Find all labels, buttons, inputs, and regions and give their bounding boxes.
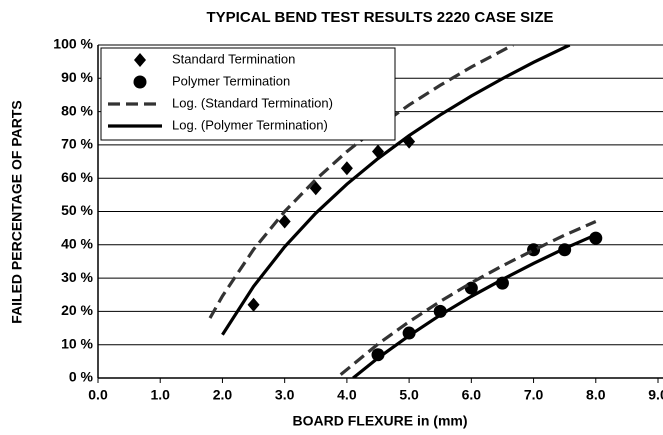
chart-title: TYPICAL BEND TEST RESULTS 2220 CASE SIZE [206, 9, 553, 26]
trend-line [208, 45, 597, 376]
y-tick-label: 80 % [61, 102, 93, 118]
y-tick-label: 50 % [61, 202, 93, 218]
x-axis-label: BOARD FLEXURE in (mm) [293, 413, 468, 429]
x-tick-label: 0.0 [88, 387, 108, 403]
circle-point [527, 243, 541, 257]
y-tick-label: 100 % [53, 36, 93, 52]
x-tick-label: 9.0 [648, 387, 663, 403]
diamond-point [340, 161, 353, 176]
y-axis-label: FAILED PERCENTAGE OF PARTS [9, 100, 25, 324]
diamond-point [247, 297, 260, 312]
legend-label: Standard Termination [172, 51, 295, 66]
plot-area [208, 45, 603, 378]
legend-label: Polymer Termination [172, 73, 290, 88]
legend: Standard Termination Polymer Termination L… [100, 47, 396, 141]
circle-point [464, 281, 478, 295]
x-tick-label: 3.0 [275, 387, 295, 403]
y-tick-label: 30 % [61, 269, 93, 285]
y-tick-label: 40 % [61, 236, 93, 252]
diamond-point [278, 214, 291, 229]
legend-label: Log. (Polymer Termination) [172, 117, 328, 132]
circle-point [371, 348, 385, 362]
x-tick-label: 8.0 [586, 387, 606, 403]
x-tick-label: 5.0 [399, 387, 419, 403]
circle-point [133, 75, 147, 89]
y-tick-label: 90 % [61, 69, 93, 85]
diamond-point [134, 53, 146, 67]
y-tick-label: 0 % [69, 369, 94, 385]
trend-line [221, 45, 597, 378]
y-tick-label: 20 % [61, 302, 93, 318]
y-tick-label: 60 % [61, 169, 93, 185]
x-tick-label: 7.0 [524, 387, 544, 403]
x-tick-label: 1.0 [150, 387, 170, 403]
y-tick-label: 70 % [61, 136, 93, 152]
x-tick-label: 6.0 [462, 387, 482, 403]
x-tick-label: 4.0 [337, 387, 357, 403]
y-tick-label: 10 % [61, 335, 93, 351]
legend-label: Log. (Standard Termination) [172, 95, 333, 110]
x-tick-label: 2.0 [213, 387, 233, 403]
